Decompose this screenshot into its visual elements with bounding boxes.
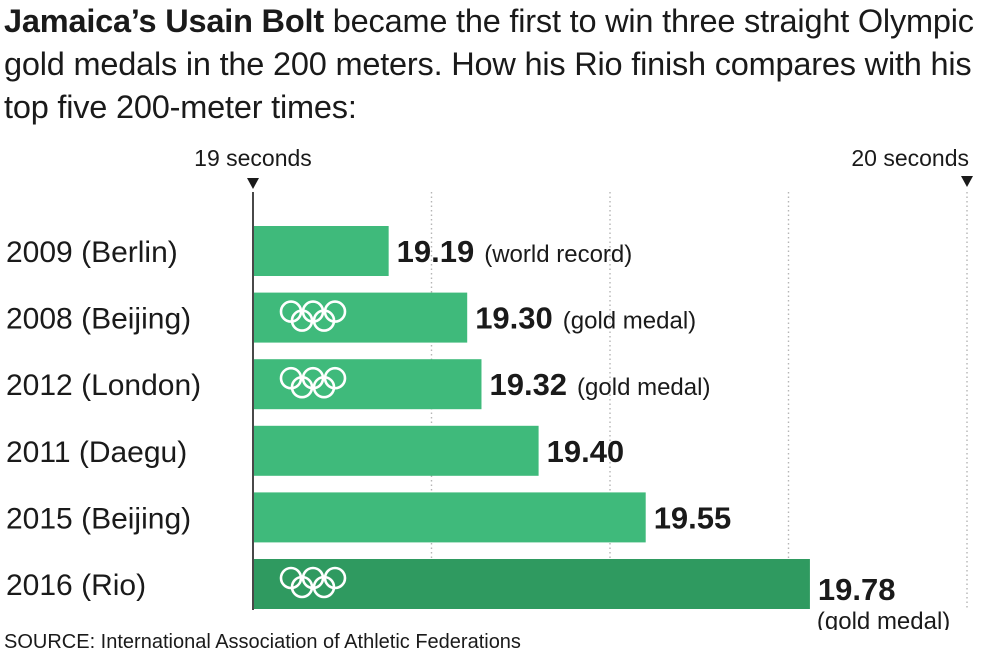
value-note: (gold medal) xyxy=(817,608,950,630)
source-note: SOURCE: International Association of Ath… xyxy=(4,631,521,653)
axis-min-marker xyxy=(247,178,259,189)
value-note: (world record) xyxy=(484,241,632,268)
axis-max-marker xyxy=(961,176,973,187)
category-label: 2009 (Berlin) xyxy=(6,236,178,269)
title-rest: became the first to win three straight O… xyxy=(4,3,974,125)
axis-max-label: 20 seconds xyxy=(851,145,969,171)
value-label: 19.55 xyxy=(654,500,732,535)
bar-chart: 19 seconds 20 seconds 2009 (Berlin) 19.19 (w… xyxy=(6,145,973,630)
value-note: (gold medal) xyxy=(563,308,696,335)
category-label: 2011 (Daegu) xyxy=(6,436,187,469)
olympic-rings-icon xyxy=(279,366,347,399)
value-label: 19.19 xyxy=(397,234,475,269)
bar-2 xyxy=(254,292,468,343)
value-label: 19.78 xyxy=(818,572,896,607)
value-label: 19.32 xyxy=(489,367,567,402)
olympic-rings-icon xyxy=(279,300,347,332)
title-lead: Jamaica’s Usain Bolt xyxy=(4,3,324,39)
bar-4 xyxy=(254,425,539,476)
value-label: 19.30 xyxy=(475,301,553,336)
category-label: 2015 (Beijing) xyxy=(6,502,191,535)
value-label: 19.40 xyxy=(547,434,625,469)
axis-min-label: 19 seconds xyxy=(194,145,312,171)
category-label: 2008 (Beijing) xyxy=(6,303,191,336)
chart-title: Jamaica’s Usain Bolt became the first to… xyxy=(4,0,976,129)
bar-1 xyxy=(254,226,389,276)
category-label: 2016 (Rio) xyxy=(6,569,146,602)
bar-3 xyxy=(254,359,482,410)
olympic-rings-icon xyxy=(279,566,347,599)
category-label: 2012 (London) xyxy=(6,369,201,402)
bar-6 xyxy=(254,559,810,609)
value-note: (gold medal) xyxy=(577,374,710,401)
bar-5 xyxy=(254,492,646,543)
